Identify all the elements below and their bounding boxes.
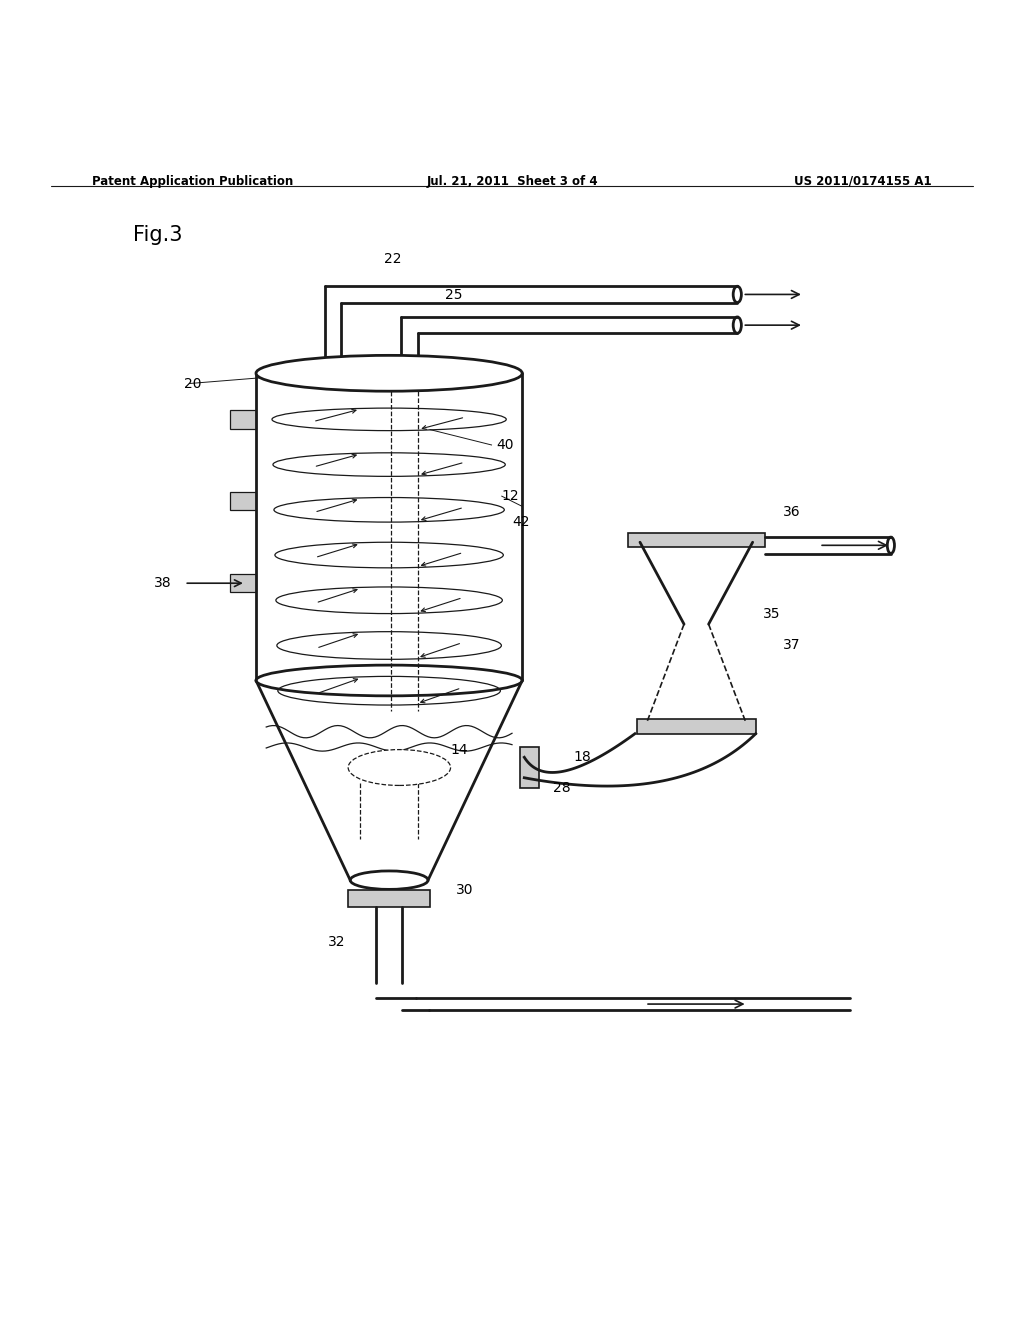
Text: 42: 42 [512,515,529,529]
FancyBboxPatch shape [394,367,425,379]
Text: Fig.3: Fig.3 [133,224,182,244]
Text: 38: 38 [154,577,171,590]
FancyBboxPatch shape [316,367,349,379]
Text: 25: 25 [445,288,463,301]
Text: 30: 30 [456,883,473,898]
Ellipse shape [256,665,522,696]
Text: 22: 22 [384,252,401,265]
FancyBboxPatch shape [520,747,539,788]
FancyBboxPatch shape [637,719,756,734]
Text: Jul. 21, 2011  Sheet 3 of 4: Jul. 21, 2011 Sheet 3 of 4 [426,174,598,187]
FancyBboxPatch shape [348,891,430,907]
Text: 12: 12 [502,490,519,503]
FancyBboxPatch shape [628,533,765,548]
Text: 24: 24 [445,376,463,391]
Text: 40: 40 [497,438,514,451]
Ellipse shape [350,871,428,890]
Text: 32: 32 [328,935,345,949]
Ellipse shape [733,317,741,334]
Text: Patent Application Publication: Patent Application Publication [92,174,294,187]
FancyBboxPatch shape [230,574,256,593]
Text: 35: 35 [763,607,780,620]
Text: US 2011/0174155 A1: US 2011/0174155 A1 [795,174,932,187]
Ellipse shape [256,355,522,391]
Text: 14: 14 [451,743,468,756]
Ellipse shape [887,537,895,553]
FancyBboxPatch shape [230,492,256,511]
FancyBboxPatch shape [230,411,256,429]
Ellipse shape [348,750,451,785]
Text: 36: 36 [783,504,801,519]
Ellipse shape [733,286,741,302]
Text: 20: 20 [184,376,202,391]
Text: 18: 18 [573,750,591,764]
Text: 28: 28 [553,781,570,795]
Text: 37: 37 [783,638,801,652]
